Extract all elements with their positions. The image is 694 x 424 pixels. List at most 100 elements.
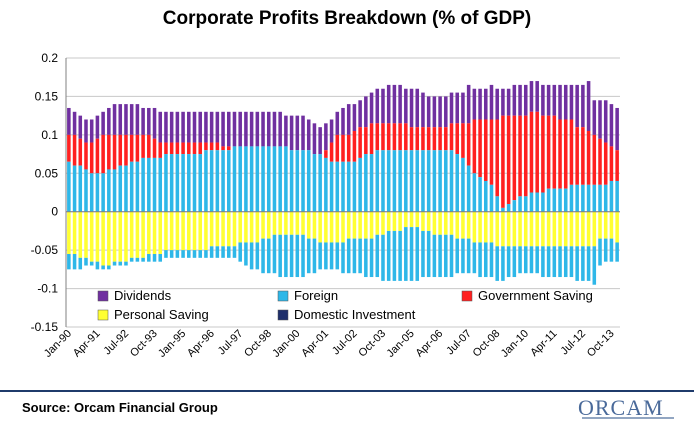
x-tick-label: Jul-07 [444,328,474,358]
bar-segment-government-saving [529,111,534,193]
bar-segment-foreign [404,150,408,212]
bar-segment-government-saving [569,119,574,185]
bar-segment-foreign [135,257,140,262]
bar-segment-dividends [341,107,345,135]
bar-segment-foreign [592,184,597,212]
bar-segment-foreign [506,246,511,278]
y-tick-label: 0.1 [41,128,58,142]
bar-segment-foreign [169,154,174,212]
bar-segment-personal-saving [238,211,242,243]
bar-segment-dividends [472,88,477,120]
bar-segment-foreign [278,146,282,212]
legend-swatch-personal-saving [97,309,109,321]
logo-underline [582,417,674,419]
bar-segment-foreign [129,257,134,262]
bar-segment-government-saving [164,142,168,155]
bar-segment-foreign [523,246,528,274]
bar-segment-foreign [581,246,585,281]
bar-segment-foreign [301,234,305,278]
bar-segment-dividends [478,88,482,120]
bar-segment-foreign [409,227,414,281]
bar-segment-foreign [461,157,465,212]
bar-segment-foreign [112,169,117,212]
bar-segment-government-saving [558,119,562,189]
bar-segment-dividends [409,88,414,128]
bar-segment-foreign [141,257,145,262]
bar-segment-government-saving [489,119,494,185]
bar-segment-foreign [415,227,420,281]
bar-segment-foreign [272,234,277,274]
bar-segment-government-saving [84,142,88,170]
bar-segment-personal-saving [221,211,225,247]
bar-segment-foreign [295,150,300,212]
bar-segment-personal-saving [244,211,248,243]
legend-swatch-dividends [97,290,109,302]
bar-segment-government-saving [415,127,420,151]
bar-segment-government-saving [352,131,357,162]
bar-segment-dividends [84,119,88,143]
x-tick-label: Apr-06 [414,328,446,360]
bar-segment-dividends [266,111,271,147]
bar-segment-government-saving [158,142,163,158]
bar-segment-foreign [112,261,117,266]
bar-segment-foreign [255,146,260,212]
bar-segment-dividends [466,84,471,124]
bar-segment-foreign [546,188,551,212]
bar-segment-foreign [204,150,208,212]
bar-segment-foreign [67,161,71,212]
bar-segment-foreign [444,150,448,212]
bar-segment-foreign [78,165,83,212]
bar-segment-government-saving [386,123,391,151]
bar-segment-personal-saving [603,211,608,239]
bar-segment-foreign [209,150,214,212]
bar-segment-foreign [506,204,511,212]
bar-segment-dividends [398,84,402,124]
bar-segment-government-saving [575,127,579,185]
bar-segment-dividends [563,84,568,120]
bar-segment-foreign [118,165,123,212]
bar-segment-foreign [484,180,488,212]
bar-segment-foreign [586,246,591,281]
bar-segment-government-saving [215,142,220,151]
bar-segment-foreign [181,250,185,258]
bar-segment-personal-saving [284,211,288,235]
bar-segment-foreign [152,157,157,212]
bar-segment-dividends [421,92,425,128]
bar-segment-government-saving [112,134,117,170]
bar-segment-foreign [72,165,77,212]
bar-segment-foreign [449,150,454,212]
bar-segment-foreign [512,246,517,278]
bar-segment-government-saving [95,138,100,174]
y-tick-label: -0.05 [31,243,59,257]
bar-segment-personal-saving [124,211,128,262]
bar-segment-government-saving [449,123,454,151]
bar-segment-personal-saving [152,211,157,254]
bar-segment-dividends [615,107,619,151]
legend: Dividends Foreign Government Saving Persona… [97,288,593,322]
bar-segment-dividends [169,111,174,143]
bar-segment-foreign [352,238,357,274]
bar-segment-dividends [107,107,111,135]
bar-segment-government-saving [335,134,340,162]
bar-segment-personal-saving [455,211,459,239]
x-tick-label: Oct-93 [128,328,160,360]
bar-segment-government-saving [523,115,528,197]
bar-segment-dividends [432,96,437,128]
bar-segment-foreign [107,169,111,212]
bar-segment-government-saving [147,134,151,158]
bar-segment-personal-saving [415,211,420,228]
bar-segment-government-saving [381,123,385,151]
bar-segment-government-saving [603,142,608,185]
bar-segment-foreign [426,150,431,212]
bar-segment-personal-saving [147,211,151,254]
bar-segment-foreign [478,242,482,278]
bar-segment-foreign [598,184,602,212]
bar-segment-government-saving [518,115,522,197]
bar-segment-foreign [152,253,157,262]
bar-segment-foreign [592,246,597,285]
bar-segment-government-saving [466,123,471,166]
x-tick-label: Apr-11 [528,328,559,359]
bar-segment-foreign [432,150,437,212]
x-tick-label: Jul-02 [330,328,360,358]
bar-segment-foreign [89,261,94,266]
